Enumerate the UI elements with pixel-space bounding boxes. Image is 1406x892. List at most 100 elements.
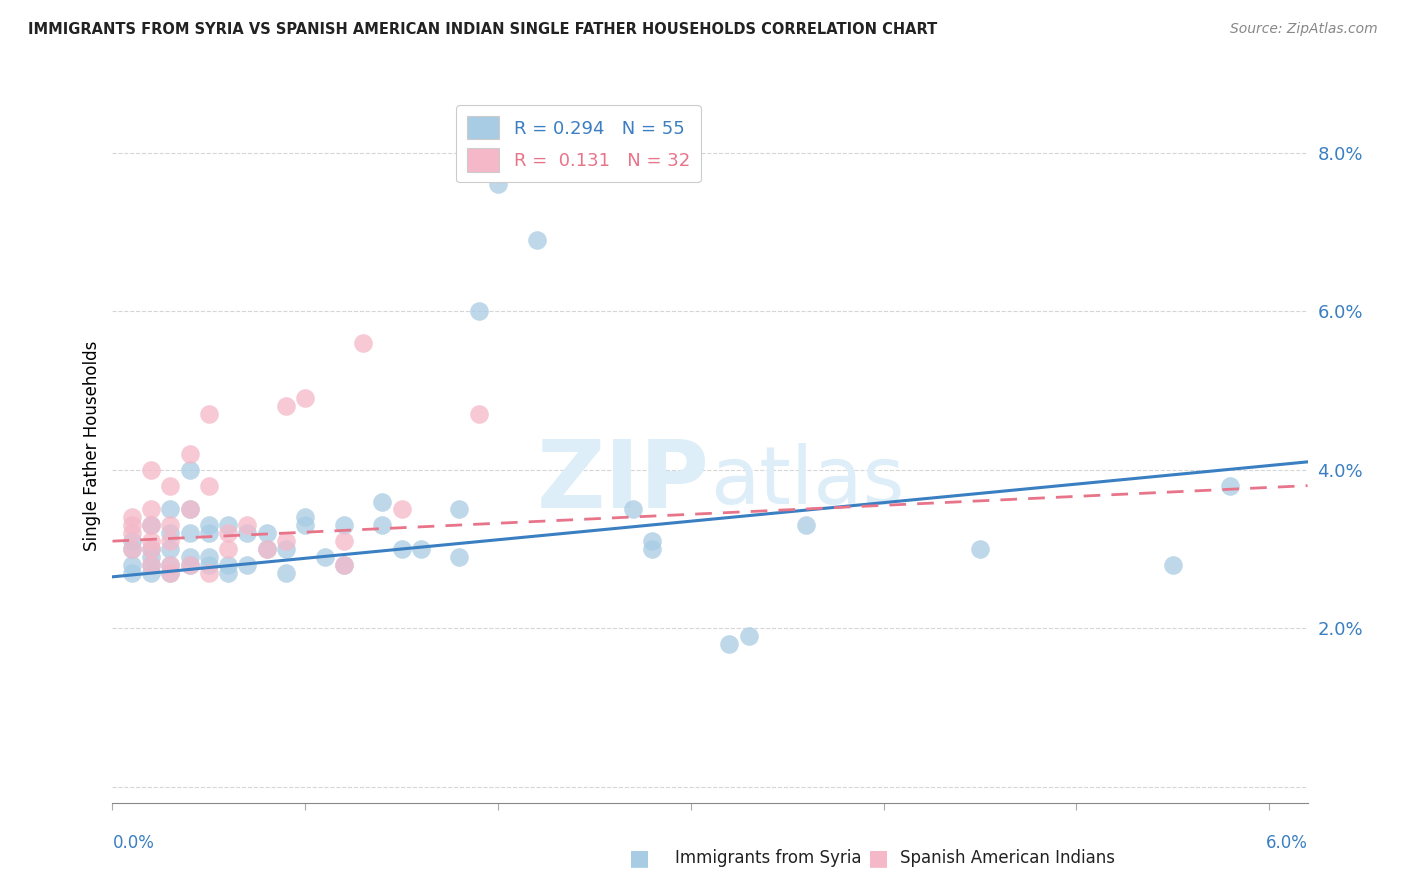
Y-axis label: Single Father Households: Single Father Households — [83, 341, 101, 551]
Point — [274, 542, 297, 557]
Point — [256, 542, 278, 557]
Point — [121, 510, 143, 524]
Point — [621, 502, 644, 516]
Point — [333, 558, 356, 572]
Point — [1219, 478, 1241, 492]
Text: ZIP: ZIP — [537, 435, 710, 528]
Point — [274, 566, 297, 580]
Point — [217, 526, 239, 541]
Text: ■: ■ — [630, 848, 650, 868]
Point — [217, 566, 239, 580]
Point — [159, 558, 181, 572]
Point — [236, 558, 259, 572]
Point — [139, 502, 162, 516]
Point — [796, 518, 818, 533]
Text: ■: ■ — [869, 848, 889, 868]
Point — [159, 502, 181, 516]
Point — [236, 518, 259, 533]
Point — [314, 549, 336, 564]
Point — [737, 629, 759, 643]
Point — [139, 549, 162, 564]
Point — [371, 518, 394, 533]
Point — [159, 534, 181, 549]
Point — [198, 478, 221, 492]
Point — [486, 178, 509, 192]
Point — [217, 542, 239, 557]
Text: Spanish American Indians: Spanish American Indians — [900, 849, 1115, 867]
Point — [159, 542, 181, 557]
Point — [333, 558, 356, 572]
Text: atlas: atlas — [710, 442, 904, 521]
Point — [159, 566, 181, 580]
Point — [179, 549, 201, 564]
Point — [391, 542, 413, 557]
Point — [467, 304, 489, 318]
Point — [641, 542, 664, 557]
Point — [159, 518, 181, 533]
Point — [121, 558, 143, 572]
Point — [121, 518, 143, 533]
Text: Source: ZipAtlas.com: Source: ZipAtlas.com — [1230, 22, 1378, 37]
Point — [294, 510, 316, 524]
Point — [198, 407, 221, 421]
Point — [371, 494, 394, 508]
Point — [159, 566, 181, 580]
Point — [179, 526, 201, 541]
Point — [179, 558, 201, 572]
Point — [333, 518, 356, 533]
Point — [179, 447, 201, 461]
Point — [294, 392, 316, 406]
Point — [179, 502, 201, 516]
Point — [121, 526, 143, 541]
Point — [236, 526, 259, 541]
Point — [1161, 558, 1184, 572]
Text: 6.0%: 6.0% — [1265, 834, 1308, 852]
Point — [198, 549, 221, 564]
Point — [217, 518, 239, 533]
Point — [139, 518, 162, 533]
Point — [159, 478, 181, 492]
Point — [139, 463, 162, 477]
Point — [121, 542, 143, 557]
Point — [139, 534, 162, 549]
Point — [139, 542, 162, 557]
Point — [641, 534, 664, 549]
Point — [121, 542, 143, 557]
Point — [217, 558, 239, 572]
Point — [198, 566, 221, 580]
Point — [352, 335, 374, 350]
Point — [179, 558, 201, 572]
Point — [391, 502, 413, 516]
Point — [139, 558, 162, 572]
Point — [139, 542, 162, 557]
Point — [467, 407, 489, 421]
Point — [139, 518, 162, 533]
Point — [449, 549, 471, 564]
Point — [159, 558, 181, 572]
Point — [179, 502, 201, 516]
Point — [449, 502, 471, 516]
Point — [121, 566, 143, 580]
Point — [718, 637, 741, 651]
Point — [198, 526, 221, 541]
Point — [274, 400, 297, 414]
Legend: R = 0.294   N = 55, R =  0.131   N = 32: R = 0.294 N = 55, R = 0.131 N = 32 — [456, 105, 702, 183]
Point — [198, 558, 221, 572]
Text: IMMIGRANTS FROM SYRIA VS SPANISH AMERICAN INDIAN SINGLE FATHER HOUSEHOLDS CORREL: IMMIGRANTS FROM SYRIA VS SPANISH AMERICA… — [28, 22, 938, 37]
Text: 0.0%: 0.0% — [112, 834, 155, 852]
Point — [139, 558, 162, 572]
Point — [256, 526, 278, 541]
Point — [274, 534, 297, 549]
Text: Immigrants from Syria: Immigrants from Syria — [675, 849, 862, 867]
Point — [159, 526, 181, 541]
Point — [526, 233, 548, 247]
Point — [179, 463, 201, 477]
Point — [198, 518, 221, 533]
Point — [256, 542, 278, 557]
Point — [139, 566, 162, 580]
Point — [409, 542, 432, 557]
Point — [969, 542, 991, 557]
Point — [121, 534, 143, 549]
Point — [333, 534, 356, 549]
Point — [294, 518, 316, 533]
